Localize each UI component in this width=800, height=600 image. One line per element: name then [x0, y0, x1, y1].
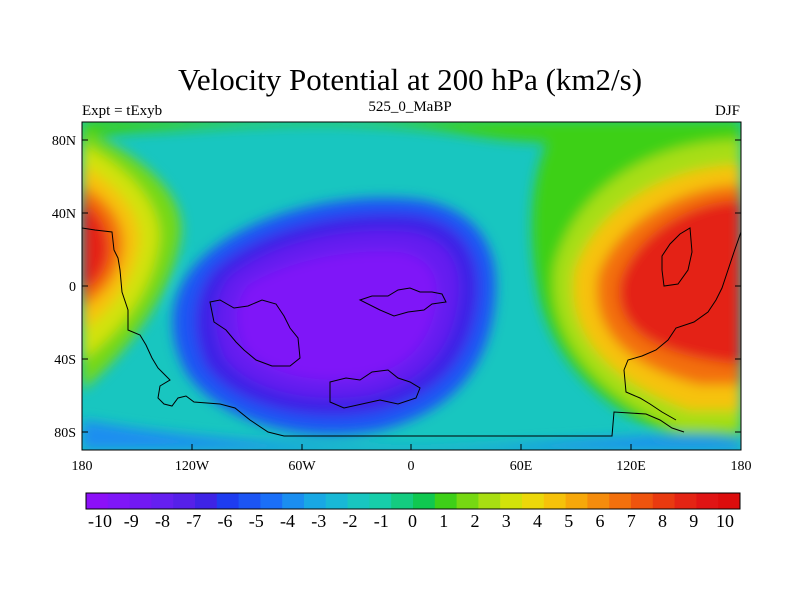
colorbar-swatch [216, 493, 240, 509]
x-tick-label: 180 [72, 459, 93, 474]
y-tick-label: 40S [54, 353, 76, 368]
colorbar-label: 8 [658, 511, 667, 531]
colorbar-swatch [696, 493, 719, 509]
colorbar-swatch [456, 493, 479, 509]
colorbar-label: 2 [471, 511, 480, 531]
colorbar-label: -7 [186, 511, 201, 531]
colorbar-swatch [86, 493, 109, 509]
colorbar-label: -3 [311, 511, 326, 531]
map-panel: 80N 40N 0 40S 80S 180 120W 60W 0 60E 120… [52, 121, 752, 474]
colorbar-swatch [587, 493, 610, 509]
colorbar-labels: -10 -9 -8 -7 -6 -5 -4 -3 -2 -1 0 1 2 3 4 5 6 7 8 9 10 [88, 511, 734, 531]
colorbar-swatch [478, 493, 501, 509]
colorbar-swatch [238, 493, 261, 509]
colorbar-swatch [609, 493, 632, 509]
x-ticks [81, 444, 742, 450]
x-tick-label: 180 [731, 459, 752, 474]
colorbar-label: 0 [408, 511, 417, 531]
figure-title: Velocity Potential at 200 hPa (km2/s) [178, 62, 642, 97]
colorbar-swatch [718, 493, 741, 509]
x-tick-label: 60E [510, 459, 533, 474]
colorbar-swatch [543, 493, 567, 509]
colorbar-swatch [674, 493, 697, 509]
colorbar-swatches [86, 493, 741, 509]
y-tick-label: 80N [52, 134, 76, 149]
colorbar-label: 9 [689, 511, 698, 531]
colorbar-label: 4 [533, 511, 542, 531]
colorbar-label: 1 [439, 511, 448, 531]
y-tick-labels: 80N 40N 0 40S 80S [52, 134, 76, 441]
colorbar-label: 5 [564, 511, 573, 531]
colorbar-swatch [282, 493, 305, 509]
colorbar-label: -4 [280, 511, 295, 531]
colorbar-swatch [107, 493, 131, 509]
y-tick-label: 40N [52, 207, 76, 222]
colorbar-swatch [522, 493, 545, 509]
colorbar-swatch [565, 493, 588, 509]
colorbar-label: 10 [716, 511, 734, 531]
colorbar-label: -6 [218, 511, 233, 531]
colorbar-label: 7 [627, 511, 636, 531]
y-ticks [82, 139, 741, 433]
colorbar-swatch [413, 493, 436, 509]
colorbar-label: -2 [343, 511, 358, 531]
colorbar: -10 -9 -8 -7 -6 -5 -4 -3 -2 -1 0 1 2 3 4 5 6 7 8 9 10 [85, 492, 741, 531]
colorbar-label: 6 [596, 511, 605, 531]
colorbar-frame [85, 492, 741, 510]
x-tick-label: 60W [288, 459, 316, 474]
colorbar-swatch [434, 493, 458, 509]
colorbar-swatch [325, 493, 349, 509]
colorbar-swatch [631, 493, 654, 509]
x-tick-label: 0 [408, 459, 415, 474]
x-tick-labels: 180 120W 60W 0 60E 120E 180 [72, 459, 752, 474]
colorbar-swatch [195, 493, 218, 509]
x-tick-label: 120E [616, 459, 646, 474]
colorbar-label: -8 [155, 511, 170, 531]
colorbar-swatch [391, 493, 414, 509]
colorbar-swatch [347, 493, 370, 509]
colorbar-swatch [369, 493, 392, 509]
colorbar-swatch [129, 493, 152, 509]
y-tick-label: 80S [54, 426, 76, 441]
period-label: 525_0_MaBP [368, 99, 451, 115]
colorbar-label: -1 [374, 511, 389, 531]
colorbar-swatch [304, 493, 327, 509]
colorbar-swatch [500, 493, 523, 509]
experiment-label: Expt = tExyb [82, 103, 162, 119]
y-tick-label: 0 [69, 280, 76, 295]
coastlines [81, 227, 742, 437]
colorbar-swatch [173, 493, 196, 509]
season-label: DJF [715, 103, 740, 119]
colorbar-swatch [151, 493, 174, 509]
colorbar-swatch [260, 493, 283, 509]
colorbar-label: 3 [502, 511, 511, 531]
colorbar-swatch [652, 493, 676, 509]
colorbar-label: -9 [124, 511, 139, 531]
colorbar-label: -10 [88, 511, 112, 531]
x-tick-label: 120W [175, 459, 210, 474]
colorbar-label: -5 [249, 511, 264, 531]
